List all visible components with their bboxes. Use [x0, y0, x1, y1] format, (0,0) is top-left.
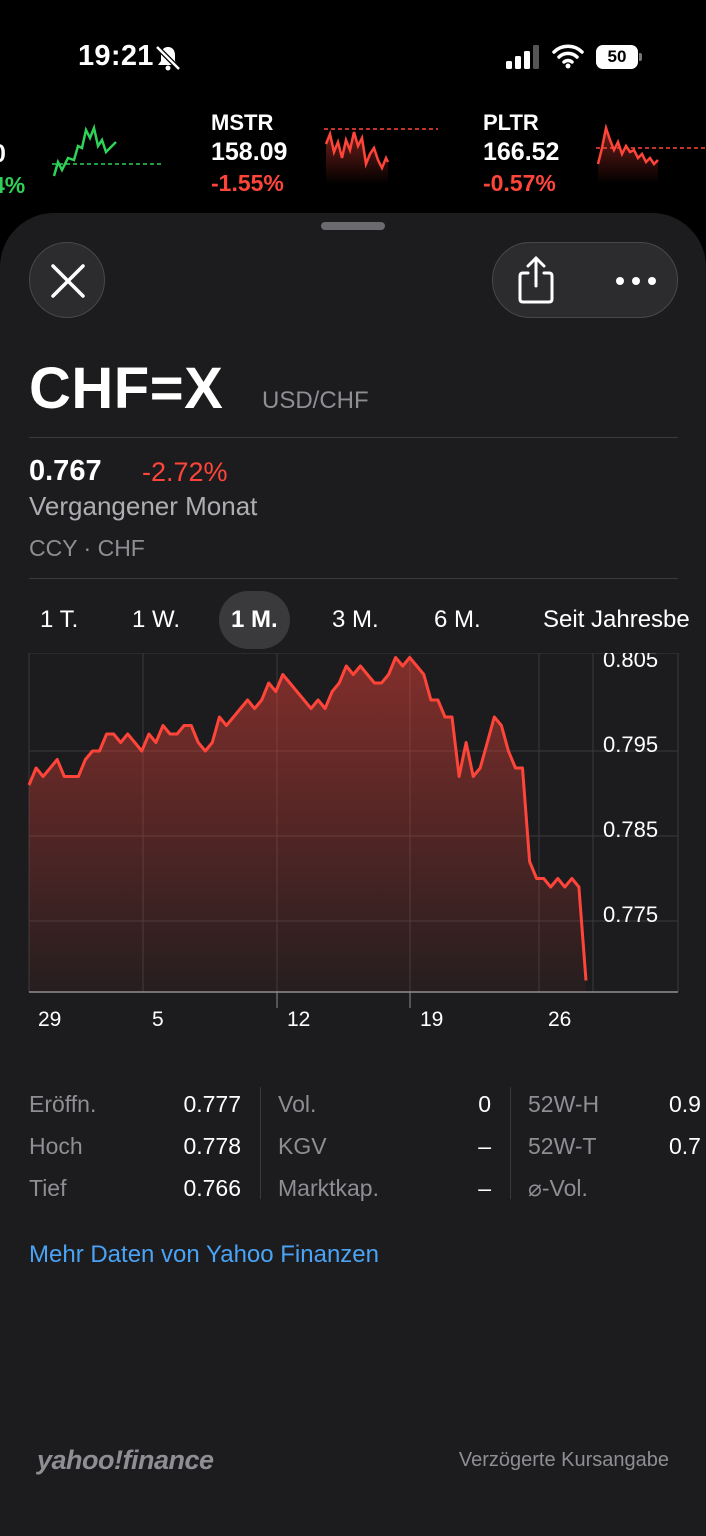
range-tab-6m[interactable]: 6 M. [434, 606, 481, 633]
ticker-change: -1.55% [211, 170, 284, 196]
x-tick-label: 5 [152, 1008, 164, 1031]
bell-slash-icon [155, 45, 181, 71]
stat-label: Marktkap. [278, 1175, 379, 1201]
stat-label: ⌀-Vol. [528, 1175, 588, 1201]
ticker-strip[interactable]: 0 4% MSTR 158.09 -1.55% PLTR 166.52 -0.5… [0, 110, 706, 205]
stat-value: 0.778 [183, 1133, 241, 1159]
stat-label: 52W-T [528, 1133, 597, 1159]
ticker-item-partial[interactable]: 0 4% [0, 138, 25, 199]
quote-symbol: CHF=X [29, 356, 224, 421]
ticker-price: 158.09 [211, 138, 288, 166]
battery-level: 50 [596, 45, 638, 69]
stat-label: Eröffn. [29, 1091, 97, 1117]
stat-label: Tief [29, 1175, 67, 1201]
chart-line [27, 656, 588, 981]
battery-icon: 50 [596, 45, 642, 69]
x-tick-label: 29 [38, 1008, 61, 1031]
stats-table: Eröffn. 0.777 Hoch 0.778 Tief 0.766 Vol.… [0, 1085, 706, 1215]
delayed-quote-note: Verzögerte Kursangabe [458, 1449, 669, 1471]
close-icon [51, 264, 85, 298]
range-tab-1w[interactable]: 1 W. [132, 606, 181, 633]
sheet-grabber[interactable] [321, 222, 385, 230]
close-button[interactable] [29, 242, 105, 318]
quote-period: Vergangener Monat [29, 491, 258, 521]
action-pill [492, 242, 678, 318]
quote-sheet: CHF=X USD/CHF 0.767 -2.72% Vergangener M… [0, 213, 706, 1536]
range-tab-1m[interactable]: 1 M. [219, 591, 290, 649]
ticker-sparkline [324, 128, 438, 184]
x-tick-label: 12 [287, 1008, 310, 1031]
ticker-change: 4% [0, 172, 26, 198]
ticker-item-pltr[interactable]: PLTR 166.52 -0.57% [483, 110, 559, 197]
ticker-sparkline [52, 124, 164, 177]
range-tab-1d[interactable]: 1 T. [40, 606, 79, 633]
y-tick-label: 0.775 [603, 902, 658, 927]
stat-value: 0.9 [669, 1091, 701, 1117]
divider [29, 437, 678, 438]
quote-meta: CCY · CHF [29, 535, 145, 561]
ticker-price: 0 [0, 140, 25, 169]
range-tabs: 1 T. 1 W. 1 M. 3 M. 6 M. Seit Jahresbe [0, 591, 706, 649]
stat-value: 0 [478, 1091, 491, 1117]
ticker-symbol: PLTR [483, 110, 539, 135]
ticker-sparkline [596, 124, 706, 184]
y-tick-label: 0.795 [603, 732, 658, 757]
stat-value: – [478, 1175, 491, 1201]
y-tick-label: 0.805 [603, 653, 658, 672]
quote-price: 0.767 [29, 455, 102, 487]
stat-value: 0.766 [183, 1175, 241, 1201]
ticker-symbol: MSTR [211, 110, 274, 135]
stat-value: – [478, 1133, 491, 1159]
chart-area [29, 657, 586, 992]
ellipsis-icon[interactable] [615, 271, 657, 291]
stat-label: Vol. [278, 1091, 317, 1117]
stat-label: Hoch [29, 1133, 83, 1159]
price-chart[interactable]: 0.805 0.795 0.785 0.775 29 5 12 19 26 [0, 653, 706, 1033]
range-tab-3m[interactable]: 3 M. [332, 606, 379, 633]
divider [29, 578, 678, 579]
stat-value: 0.777 [183, 1091, 241, 1117]
cellular-signal-icon [506, 45, 539, 69]
x-tick-label: 19 [420, 1008, 443, 1031]
ticker-item-mstr[interactable]: MSTR 158.09 -1.55% [211, 110, 287, 197]
y-tick-label: 0.785 [603, 817, 658, 842]
battery-tip [639, 53, 642, 61]
yahoo-finance-logo[interactable]: yahoo!finance [37, 1445, 214, 1475]
status-time: 19:21 [78, 40, 154, 72]
x-tick-label: 26 [548, 1008, 571, 1031]
status-bar: 19:21 50 [0, 0, 706, 110]
stat-label: KGV [278, 1133, 327, 1159]
wifi-icon [552, 44, 584, 69]
stat-label: 52W-H [528, 1091, 600, 1117]
share-icon[interactable] [515, 255, 557, 305]
stat-value: 0.7 [669, 1133, 701, 1159]
quote-pair: USD/CHF [262, 387, 369, 414]
stat-separator [510, 1087, 511, 1199]
ticker-change: -0.57% [483, 170, 556, 196]
stat-separator [260, 1087, 261, 1199]
quote-change: -2.72% [142, 457, 228, 487]
more-data-link[interactable]: Mehr Daten von Yahoo Finanzen [29, 1241, 380, 1268]
range-tab-ytd[interactable]: Seit Jahresbe [543, 606, 690, 633]
ticker-price: 166.52 [483, 138, 560, 166]
